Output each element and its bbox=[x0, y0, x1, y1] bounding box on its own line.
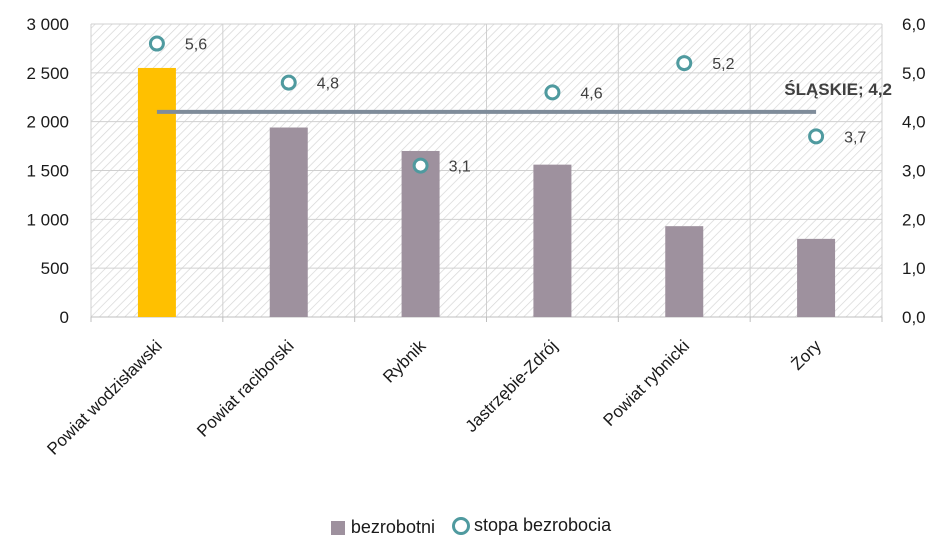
x-category-label: Rybnik bbox=[379, 336, 430, 387]
y-axis-left: 0 500 1 000 1 500 2 000 2 500 3 000 bbox=[26, 15, 69, 327]
legend: bezrobotni stopa bezrobocia bbox=[0, 515, 942, 540]
scatter-series bbox=[148, 35, 825, 174]
y-right-tick-label: 2,0 bbox=[902, 210, 926, 229]
x-axis: Powiat wodzisławski Powiat raciborski Rybn… bbox=[43, 336, 825, 459]
y-left-tick-label: 3 000 bbox=[26, 15, 69, 34]
y-left-tick-label: 2 500 bbox=[26, 64, 69, 83]
y-right-tick-label: 5,0 bbox=[902, 64, 926, 83]
bar bbox=[533, 164, 572, 317]
legend-swatch-bar bbox=[330, 520, 345, 535]
legend-label-bezrobotni: bezrobotni bbox=[350, 517, 435, 537]
data-label: 5,6 bbox=[185, 37, 207, 54]
data-label: 5,2 bbox=[712, 56, 734, 73]
scatter-point bbox=[544, 84, 561, 101]
bar bbox=[137, 67, 176, 317]
data-label: 3,7 bbox=[844, 129, 866, 146]
legend-swatch-dot bbox=[451, 516, 470, 535]
chart: ŚLĄSKIE; 4,2 5,6 4,8 3,1 4,6 5,2 3,7 0 500 1 00… bbox=[26, 15, 926, 459]
data-label: 4,6 bbox=[580, 85, 602, 102]
bar bbox=[269, 127, 308, 317]
y-left-tick-label: 2 000 bbox=[26, 113, 69, 132]
y-axis-right: 0,0 1,0 2,0 3,0 4,0 5,0 6,0 bbox=[902, 15, 926, 327]
x-category-label: Jastrzębie-Zdrój bbox=[462, 336, 562, 436]
bar bbox=[401, 150, 440, 317]
reference-line-label: ŚLĄSKIE; 4,2 bbox=[784, 80, 892, 99]
x-category-label: Powiat rybnicki bbox=[599, 336, 693, 430]
y-right-tick-label: 4,0 bbox=[902, 113, 926, 132]
legend-item-bezrobotni: bezrobotni bbox=[330, 517, 435, 538]
legend-label-stopa: stopa bezrobocia bbox=[473, 515, 612, 535]
scatter-point bbox=[676, 55, 693, 72]
x-category-label: Żory bbox=[787, 336, 825, 374]
y-left-tick-label: 1 500 bbox=[26, 162, 69, 181]
scatter-point bbox=[148, 35, 165, 52]
y-right-tick-label: 3,0 bbox=[902, 162, 926, 181]
y-left-tick-label: 1 000 bbox=[26, 210, 69, 229]
gridlines bbox=[90, 23, 883, 322]
bar-series bbox=[137, 67, 836, 317]
x-category-label: Powiat wodzisławski bbox=[43, 336, 165, 458]
data-labels: 5,6 4,8 3,1 4,6 5,2 3,7 bbox=[185, 37, 867, 176]
y-right-tick-label: 1,0 bbox=[902, 259, 926, 278]
scatter-point bbox=[280, 74, 297, 91]
y-right-tick-label: 6,0 bbox=[902, 15, 926, 34]
y-left-tick-label: 500 bbox=[41, 259, 69, 278]
scatter-point bbox=[808, 128, 825, 145]
data-label: 3,1 bbox=[449, 159, 471, 176]
bar bbox=[797, 238, 836, 317]
bar bbox=[665, 226, 704, 317]
y-left-tick-label: 0 bbox=[60, 308, 69, 327]
x-category-label: Powiat raciborski bbox=[193, 336, 297, 440]
data-label: 4,8 bbox=[317, 76, 339, 93]
scatter-point bbox=[412, 157, 429, 174]
y-right-tick-label: 0,0 bbox=[902, 308, 926, 327]
legend-item-stopa: stopa bezrobocia bbox=[451, 515, 612, 536]
